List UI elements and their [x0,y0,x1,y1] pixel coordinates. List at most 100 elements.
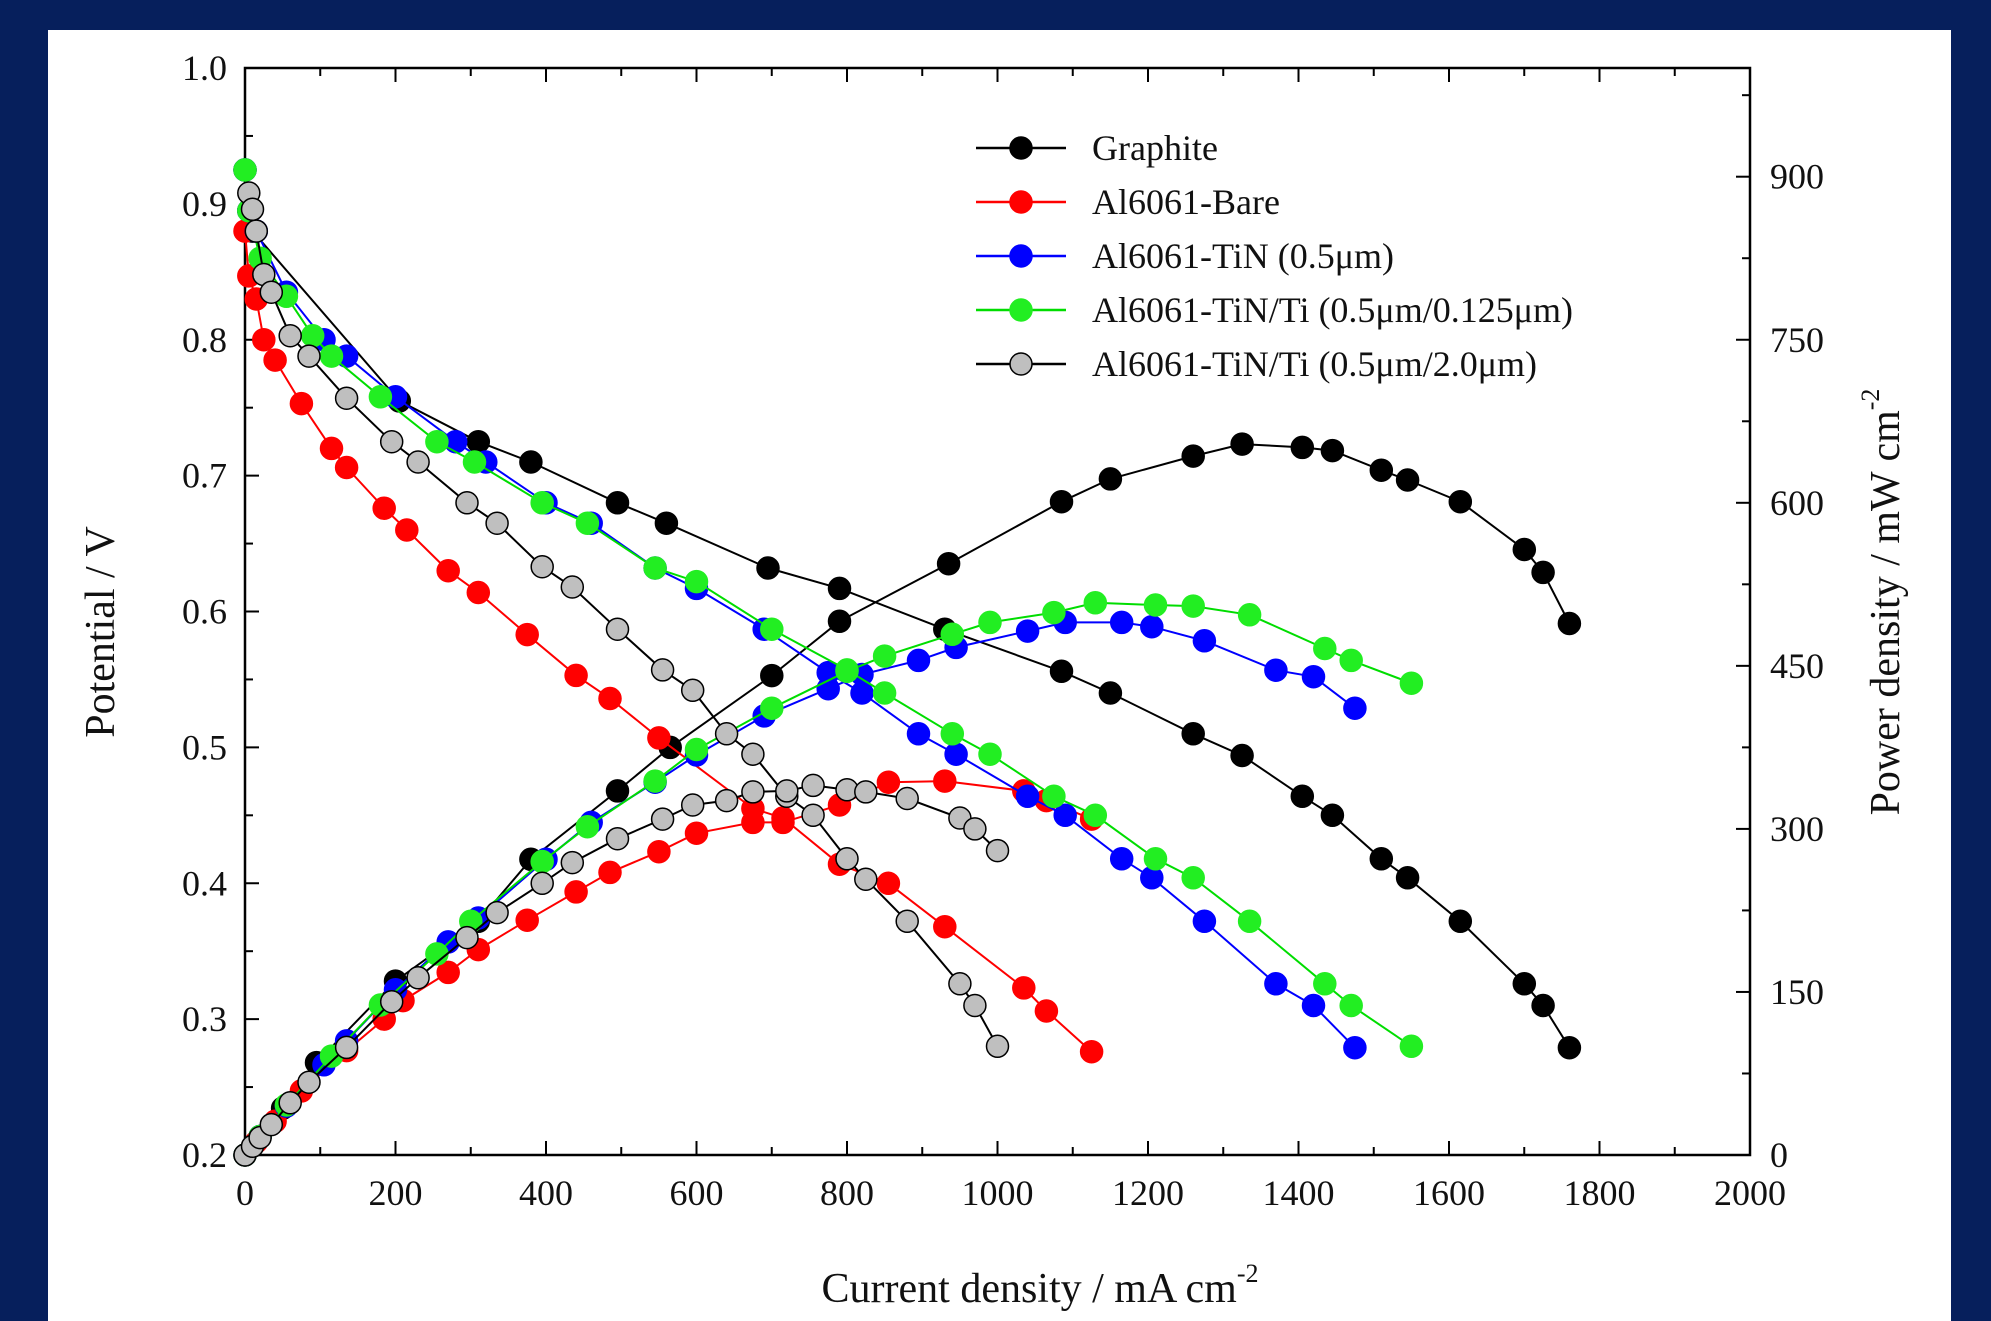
power-point [1015,619,1040,643]
power-point [564,880,588,904]
polarization-point [933,914,957,939]
power-point [835,659,859,684]
x-tick-label: 2000 [1714,1173,1786,1213]
legend-label: Al6061-Bare [1092,182,1280,222]
power-point [560,850,585,875]
x-tick-label: 1200 [1112,1173,1184,1213]
y2-axis-label: Power density / mW cm-2 [1856,389,1909,816]
polarization-point [263,348,287,372]
x-tick-label: 800 [820,1173,874,1213]
polarization-point [1448,909,1473,934]
x-tick-label: 1800 [1564,1173,1636,1213]
polarization-point [1053,803,1077,828]
polarization-point [530,554,554,579]
y-tick-label: 0.7 [182,456,227,496]
y-tick-label: 1.0 [182,48,227,88]
legend-marker [1009,136,1033,160]
polarization-point [259,280,284,304]
x-tick-label: 600 [670,1173,724,1213]
polarization-point [1512,972,1537,996]
power-point [1395,468,1420,492]
power-point [684,737,709,762]
power-point [1143,593,1168,617]
power-point [1083,591,1108,615]
polarization-point [876,871,901,896]
polarization-point [575,511,600,535]
y2-tick-label: 150 [1770,972,1824,1012]
polarization-point [1320,803,1345,828]
polarization-point [1557,1035,1582,1060]
power-point [760,663,784,688]
polarization-point [978,742,1002,766]
polarization-point [379,429,404,454]
polarization-point [1343,1035,1367,1060]
power-point [876,770,901,794]
power-point [647,839,671,864]
y2-tick-label: 450 [1770,646,1824,686]
polarization-point [1192,909,1217,934]
power-point [760,696,784,720]
polarization-point [741,742,765,766]
power-point [741,810,765,835]
power-point [1369,458,1394,482]
polarization-point [605,617,630,641]
axes: 0 200 400 600 800 1000 1200 1400 1600 1800 2000 0.2… [182,48,1824,1213]
y-tick-label: 0.5 [182,727,227,767]
polarization-point [948,972,972,996]
power-point [379,989,404,1014]
power-point [259,1112,284,1137]
y-tick-label: 0.3 [182,999,227,1039]
polarization-point [466,580,491,605]
polarization-point [244,219,269,243]
polarization-point [466,429,491,454]
power-point [680,793,705,817]
polarization-point [297,344,321,368]
polarization-point [1098,681,1123,705]
power-point [485,900,509,925]
power-point [406,966,430,990]
y2-tick-label: 300 [1770,809,1824,849]
power-point [1230,432,1254,456]
polarization-point [368,385,393,409]
polarization-point [406,450,430,474]
power-point [1049,489,1074,514]
power-point [872,644,897,668]
series-1 [233,219,1104,1167]
polarization-power-chart: 0 200 400 600 800 1000 1200 1400 1600 1800 2000 0.2… [78,48,1909,1312]
legend-item: Graphite [976,128,1218,168]
polarization-point [1015,784,1040,809]
power-point [1181,444,1205,468]
series-layer [233,158,1582,1167]
polarization-point [801,803,825,828]
polarization-point [485,511,509,535]
polarization-point [605,491,630,515]
polarization-point [598,686,622,711]
power-point [1557,611,1582,636]
polarization-point [1290,784,1315,809]
polarization-point [985,1034,1010,1059]
polarization-point [1109,847,1134,871]
x-tick-label: 400 [519,1173,573,1213]
power-point [575,814,600,839]
x-tick-label: 1600 [1413,1173,1485,1213]
legend-item: Al6061-Bare [976,182,1280,222]
polarization-point [334,386,359,410]
polarization-point [564,663,588,688]
power-point [1264,658,1288,682]
x-tick-label: 1000 [962,1173,1034,1213]
polarization-point [289,391,314,416]
power-point [530,849,554,874]
power-point [297,1070,321,1094]
power-point [1237,603,1262,627]
y2-tick-label: 0 [1770,1135,1788,1175]
power-point [1301,664,1326,689]
polarization-point [319,344,344,368]
polarization-point [1369,847,1394,871]
legend-marker [1009,352,1033,376]
power-point [933,769,957,793]
polarization-point [963,993,987,1018]
power-point [684,821,709,845]
polarization-point [1049,659,1074,684]
power-point [1098,467,1123,491]
polarization-point [1399,1034,1424,1059]
